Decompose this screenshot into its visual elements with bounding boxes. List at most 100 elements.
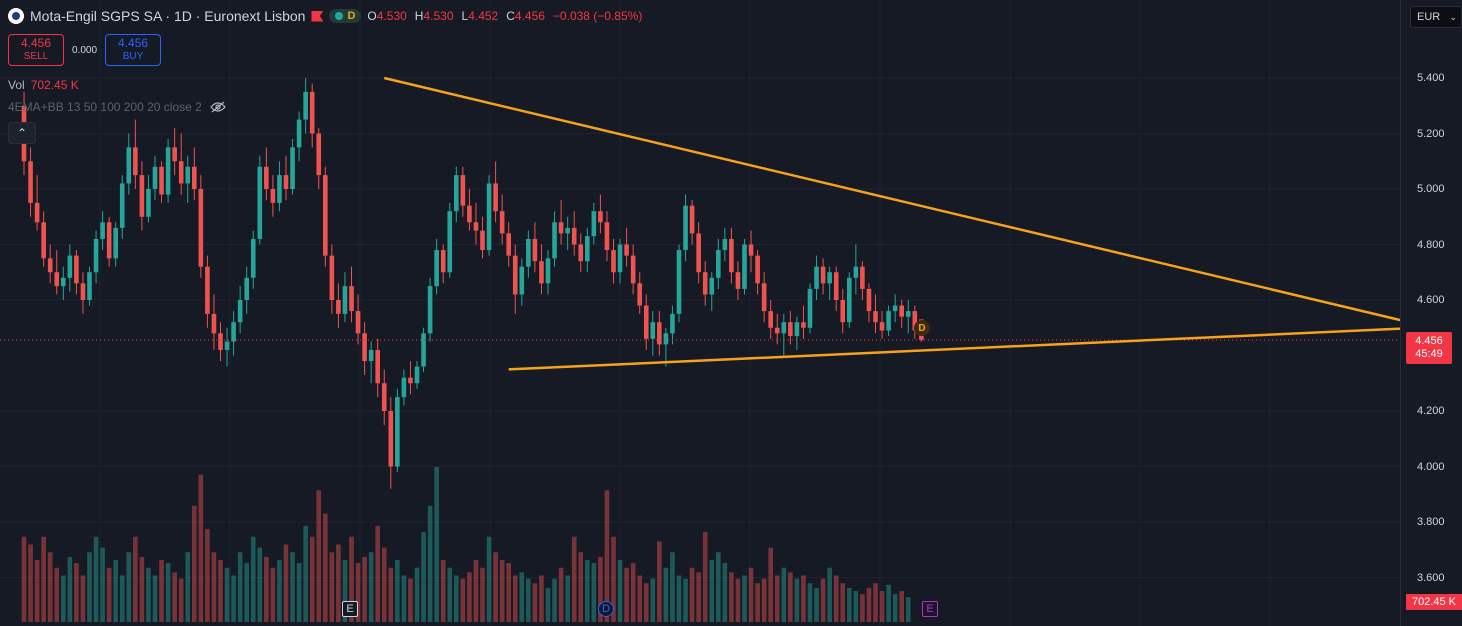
earnings-event-icon-upcoming[interactable]: E bbox=[922, 601, 938, 617]
candle-body bbox=[742, 244, 747, 289]
status-pill[interactable]: D bbox=[329, 9, 362, 23]
currency-selector[interactable]: EUR ⌄ bbox=[1410, 6, 1462, 28]
volume-bar bbox=[61, 575, 66, 622]
candle-body bbox=[565, 227, 570, 234]
candle-body bbox=[87, 272, 92, 300]
volume-bar bbox=[165, 563, 171, 622]
volume-bar bbox=[47, 552, 53, 622]
volume-bar bbox=[853, 591, 859, 622]
volume-bar bbox=[643, 583, 649, 622]
indicator-legend[interactable]: 4EMA+BB 13 50 100 200 20 close 2 bbox=[8, 100, 226, 114]
volume-bar bbox=[290, 552, 295, 622]
dividend-marker-icon[interactable]: D bbox=[914, 320, 930, 336]
candle-body bbox=[414, 366, 420, 384]
volume-bar bbox=[355, 563, 361, 622]
candle-body bbox=[80, 283, 86, 300]
volume-bar bbox=[657, 541, 662, 622]
volume-bar bbox=[827, 567, 832, 622]
market-open-icon bbox=[335, 12, 344, 20]
volume-bar bbox=[814, 587, 819, 622]
volume-bar bbox=[761, 578, 767, 622]
dividend-event-icon[interactable]: D bbox=[598, 601, 614, 617]
candle-body bbox=[172, 147, 177, 162]
volume-bar bbox=[729, 572, 734, 622]
candle-body bbox=[113, 227, 118, 259]
volume-bar bbox=[126, 552, 132, 622]
symbol-title[interactable]: Mota-Engil SGPS SA · 1D · Euronext Lisbo… bbox=[30, 8, 306, 24]
candle-body bbox=[296, 119, 302, 148]
candle-body bbox=[611, 250, 616, 273]
candle-body bbox=[801, 322, 806, 328]
volume-legend[interactable]: Vol 702.45 K bbox=[8, 78, 79, 92]
candle-body bbox=[381, 383, 387, 411]
candle-body bbox=[689, 205, 695, 234]
candlestick-chart[interactable] bbox=[0, 0, 1400, 626]
volume-bar bbox=[866, 587, 872, 622]
volume-bar bbox=[395, 560, 400, 622]
volume-tag: 702.45 K bbox=[1406, 594, 1462, 610]
volume-bar bbox=[742, 575, 747, 622]
candle-body bbox=[768, 311, 773, 328]
volume-bar bbox=[755, 583, 760, 622]
candle-body bbox=[873, 311, 878, 323]
candle-body bbox=[67, 255, 73, 278]
candle-body bbox=[598, 211, 603, 223]
volume-bar bbox=[840, 583, 846, 622]
volume-bar bbox=[585, 560, 590, 622]
candle-body bbox=[493, 183, 498, 212]
volume-bar bbox=[309, 536, 315, 622]
volume-bar bbox=[87, 552, 92, 622]
volume-bar bbox=[368, 552, 374, 622]
candle-body bbox=[853, 266, 859, 278]
candle-body bbox=[152, 166, 158, 189]
candle-body bbox=[820, 266, 826, 284]
candle-body bbox=[421, 333, 426, 367]
trendline bbox=[508, 327, 1400, 371]
volume-bar bbox=[139, 556, 145, 622]
collapse-legend-button[interactable]: ⌃ bbox=[8, 122, 36, 144]
volume-bar bbox=[434, 467, 439, 622]
candle-body bbox=[427, 286, 433, 334]
candle-body bbox=[591, 211, 597, 237]
volume-bar bbox=[860, 594, 865, 622]
volume-bar bbox=[106, 567, 112, 622]
candle-body bbox=[630, 255, 636, 284]
candle-body bbox=[539, 261, 544, 284]
candle-body bbox=[159, 166, 164, 195]
trade-panel: 4.456 SELL 0.000 4.456 BUY bbox=[8, 34, 162, 66]
candle-body bbox=[106, 222, 112, 259]
volume-bar bbox=[100, 547, 105, 622]
candle-body bbox=[244, 277, 249, 300]
volume-bar bbox=[565, 575, 570, 622]
candle-body bbox=[401, 377, 407, 398]
volume-bar bbox=[801, 575, 806, 622]
candle-body bbox=[709, 277, 715, 295]
eye-hidden-icon[interactable] bbox=[210, 101, 226, 113]
volume-bar bbox=[421, 532, 426, 622]
volume-bar bbox=[185, 552, 191, 622]
volume-bar bbox=[323, 513, 328, 622]
candle-body bbox=[454, 175, 459, 212]
sell-button[interactable]: 4.456 SELL bbox=[8, 34, 64, 66]
volume-bar bbox=[611, 536, 616, 622]
candle-body bbox=[702, 272, 708, 295]
volume-bar bbox=[28, 544, 33, 622]
candle-body bbox=[729, 238, 734, 273]
earnings-event-icon[interactable]: E bbox=[342, 601, 358, 617]
volume-bar bbox=[329, 552, 335, 622]
candle-body bbox=[788, 322, 793, 337]
price-tick-label: 5.000 bbox=[1417, 183, 1445, 195]
buy-button[interactable]: 4.456 BUY bbox=[105, 34, 162, 66]
candle-body bbox=[558, 222, 564, 234]
candle-body bbox=[218, 333, 223, 350]
candle-body bbox=[61, 277, 66, 287]
flag-icon[interactable] bbox=[311, 10, 324, 22]
price-axis[interactable]: 5.400 5.200 5.000 4.800 4.600 4.200 4.000 3.800… bbox=[1400, 0, 1462, 626]
candle-body bbox=[637, 283, 642, 306]
volume-bar bbox=[539, 575, 544, 622]
chevron-down-icon: ⌄ bbox=[1449, 11, 1457, 22]
candle-body bbox=[650, 322, 656, 339]
trendline bbox=[383, 76, 1400, 322]
candle-body bbox=[585, 236, 590, 262]
volume-bar bbox=[257, 547, 263, 622]
